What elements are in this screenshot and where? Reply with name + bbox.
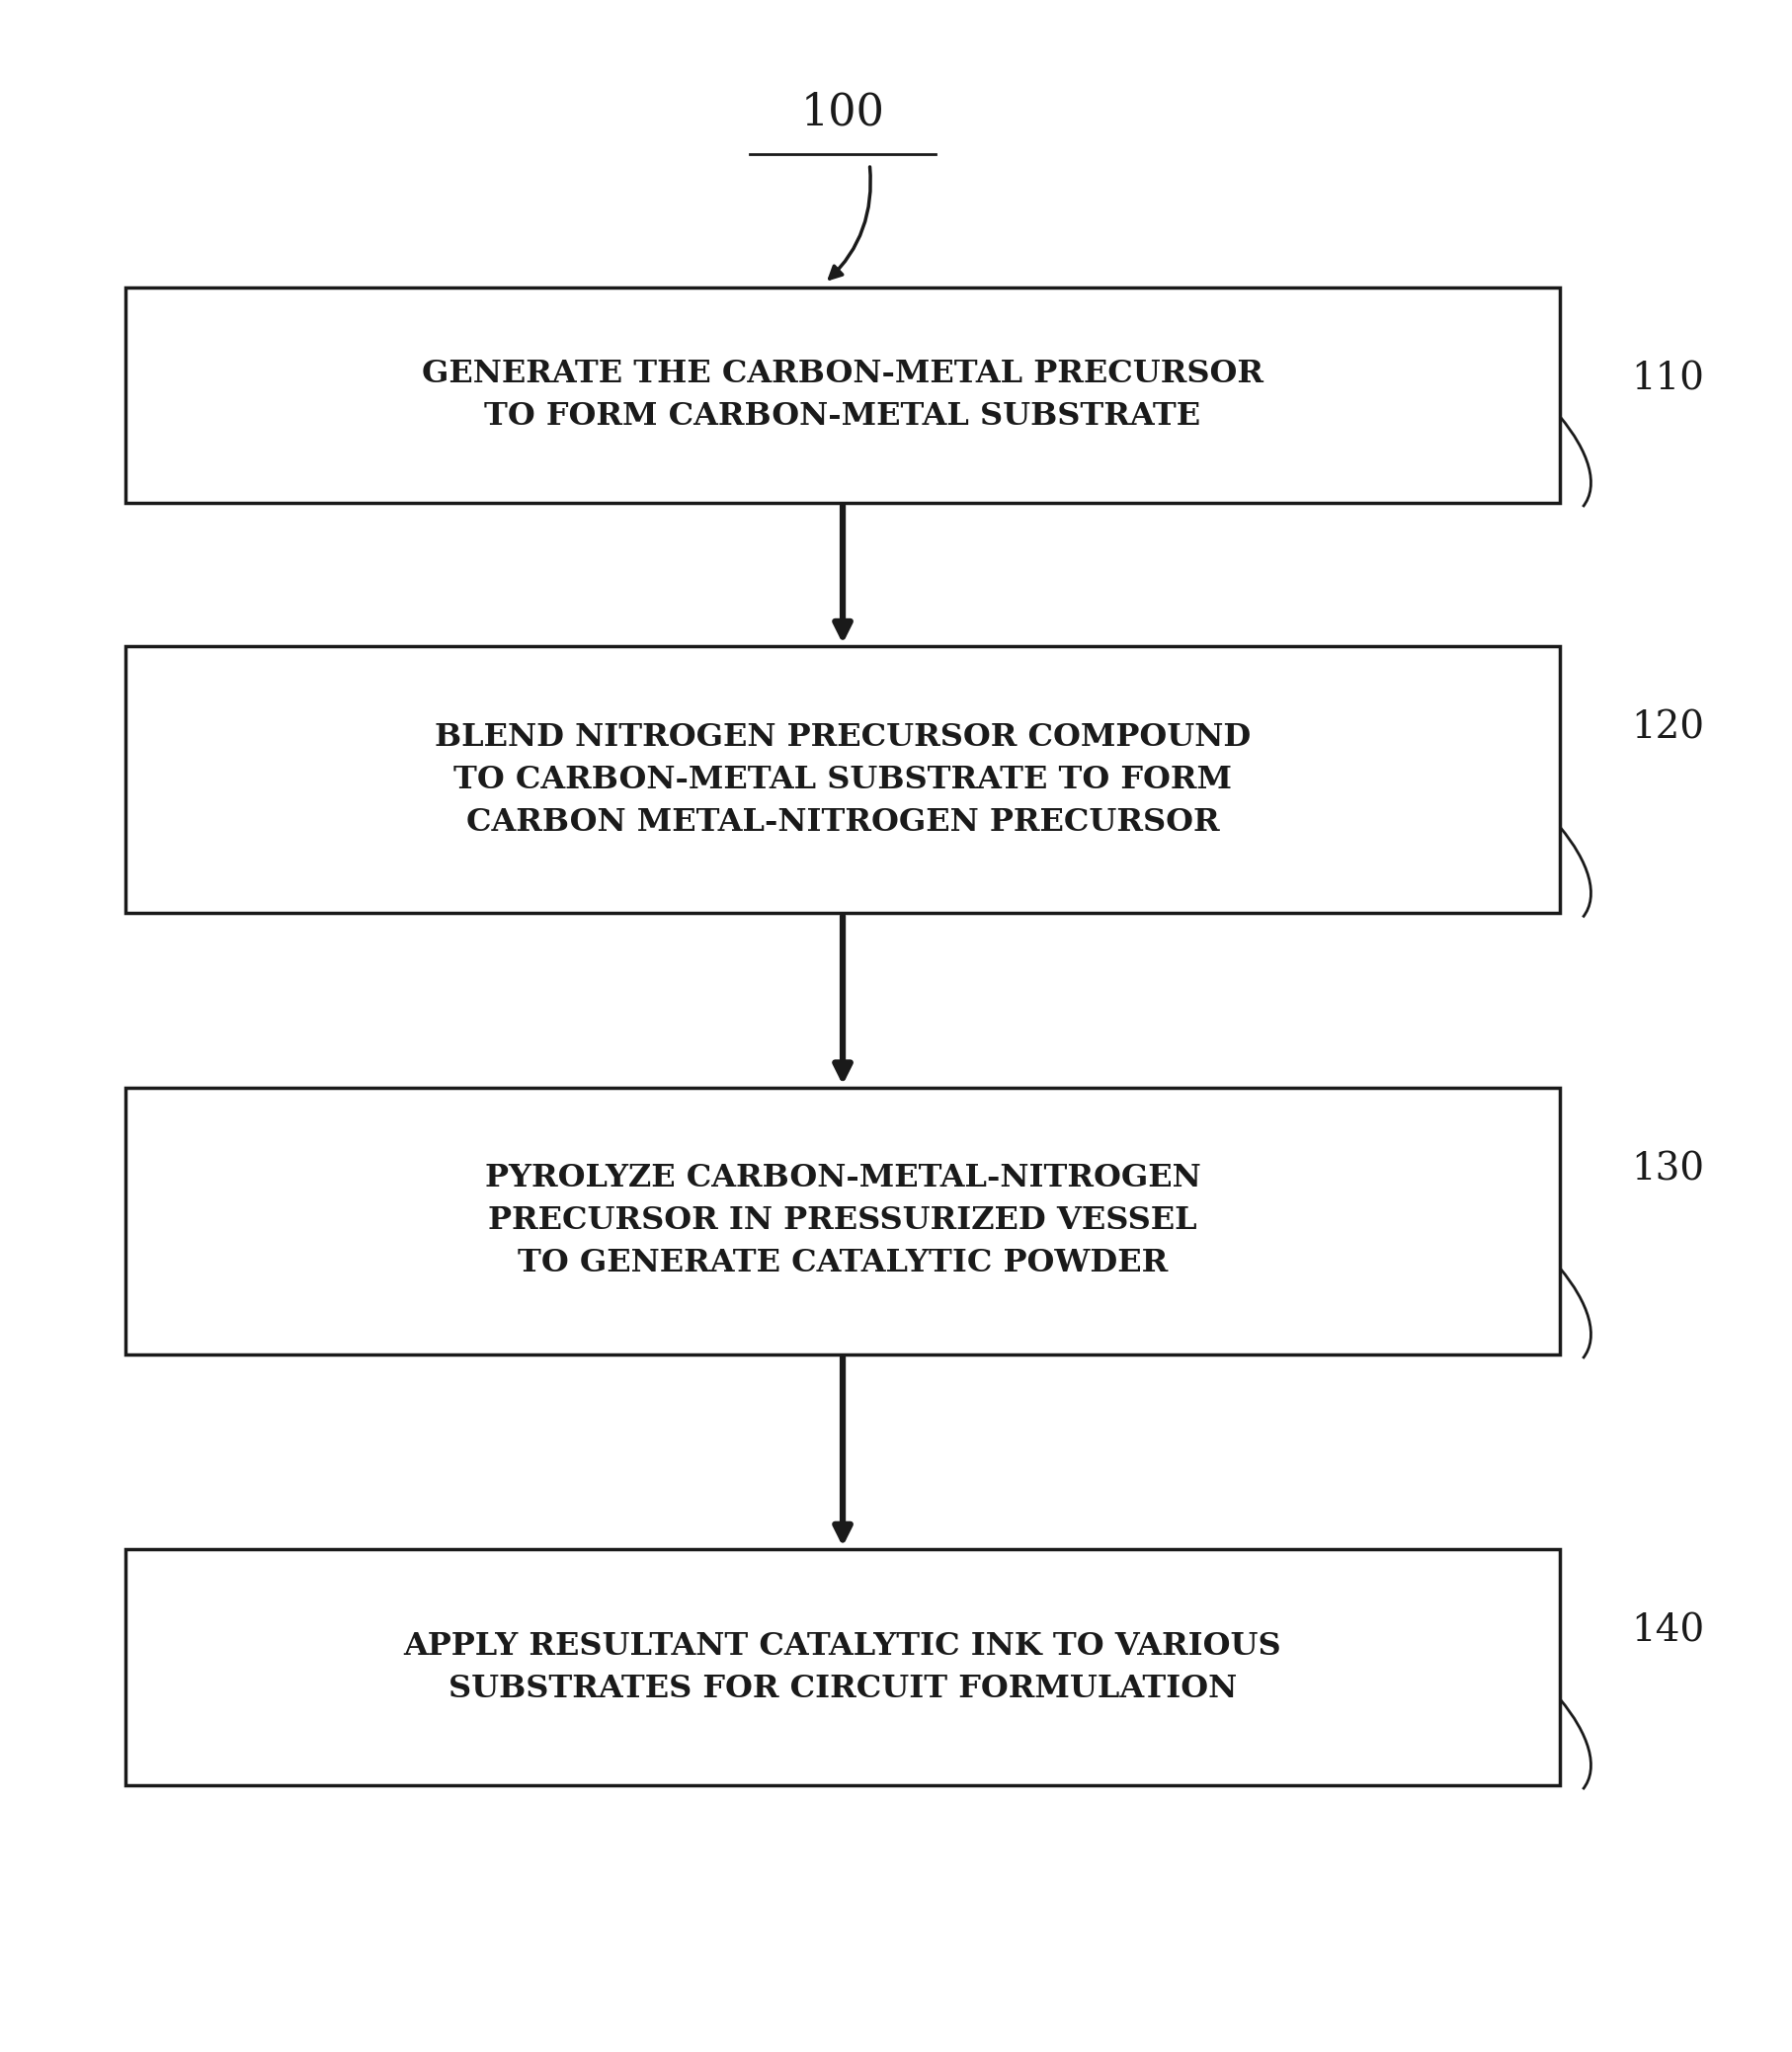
Bar xyxy=(125,1549,1559,1785)
Text: APPLY RESULTANT CATALYTIC INK TO VARIOUS
SUBSTRATES FOR CIRCUIT FORMULATION: APPLY RESULTANT CATALYTIC INK TO VARIOUS… xyxy=(403,1631,1281,1703)
Text: 140: 140 xyxy=(1631,1613,1702,1650)
Text: 100: 100 xyxy=(801,92,883,133)
Bar xyxy=(125,287,1559,503)
Text: PYROLYZE CARBON-METAL-NITROGEN
PRECURSOR IN PRESSURIZED VESSEL
TO GENERATE CATAL: PYROLYZE CARBON-METAL-NITROGEN PRECURSOR… xyxy=(484,1163,1201,1278)
Bar xyxy=(125,646,1559,913)
Text: 120: 120 xyxy=(1631,710,1702,747)
Text: GENERATE THE CARBON-METAL PRECURSOR
TO FORM CARBON-METAL SUBSTRATE: GENERATE THE CARBON-METAL PRECURSOR TO F… xyxy=(421,359,1263,431)
Text: 110: 110 xyxy=(1631,361,1702,398)
Text: BLEND NITROGEN PRECURSOR COMPOUND
TO CARBON-METAL SUBSTRATE TO FORM
CARBON METAL: BLEND NITROGEN PRECURSOR COMPOUND TO CAR… xyxy=(434,722,1251,837)
Bar xyxy=(125,1088,1559,1354)
Text: 130: 130 xyxy=(1631,1151,1702,1188)
